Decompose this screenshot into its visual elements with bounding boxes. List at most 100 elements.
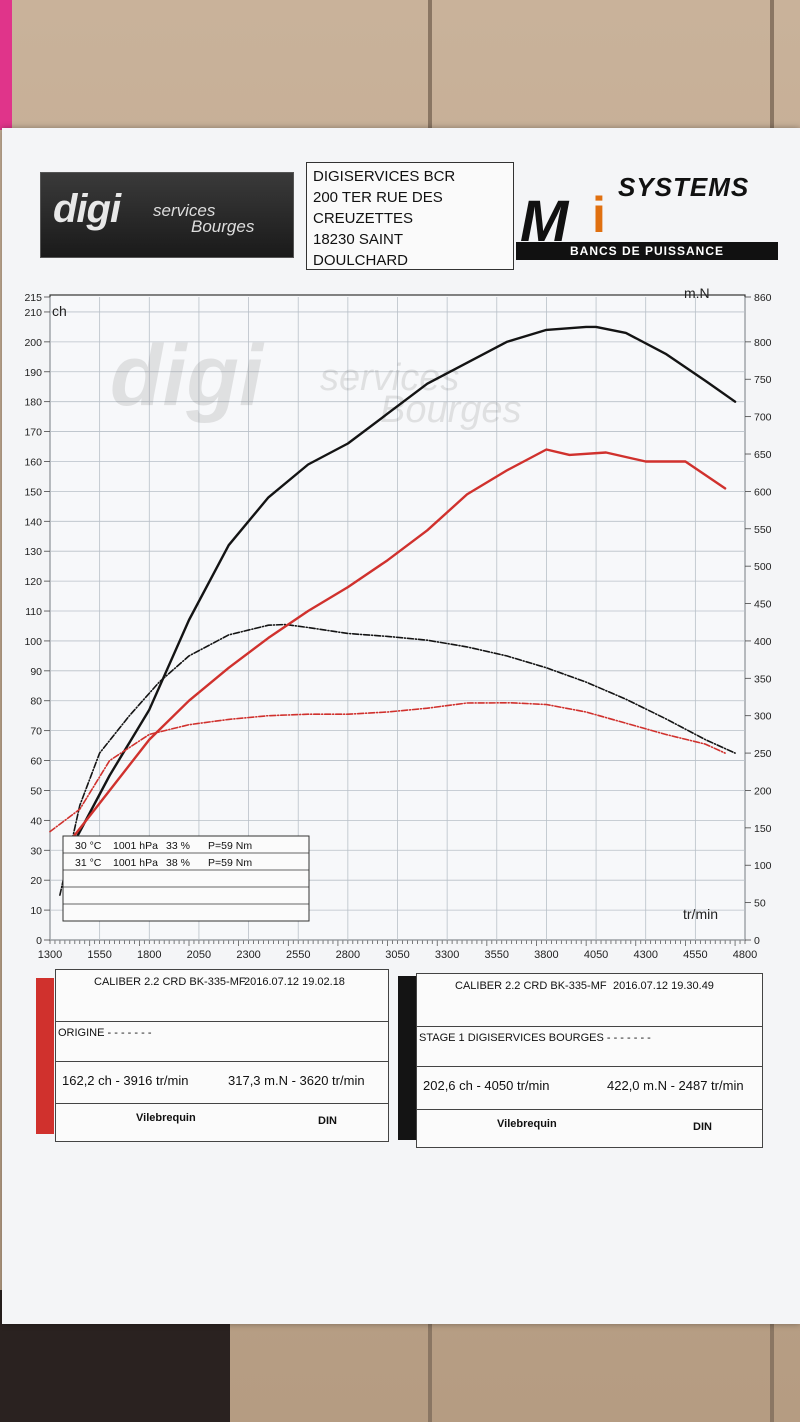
- y-right-tick-label: 500: [754, 561, 772, 573]
- logo-systems: SYSTEMS: [618, 172, 750, 202]
- y-left-tick-label: 140: [24, 516, 42, 528]
- card-torque: 317,3 m.N - 3620 tr/min: [228, 1072, 365, 1088]
- y-left-tick-label: 170: [24, 427, 42, 439]
- card-foot-right: DIN: [318, 1115, 337, 1128]
- card-datetime: 2016.07.12 19.30.49: [613, 980, 714, 992]
- series-power-red: [68, 448, 727, 843]
- conditions-cell: 31 °C: [75, 857, 102, 869]
- series-torque-red: [49, 702, 726, 833]
- y-right-axis-label: m.N: [684, 285, 710, 301]
- y-left-tick-label: 70: [30, 726, 42, 738]
- logo-word: digi: [53, 187, 121, 231]
- address-line: 200 TER RUE DES: [313, 189, 443, 206]
- x-tick-label: 1550: [87, 949, 111, 961]
- logo-i: i: [592, 187, 606, 243]
- card-torque: 422,0 m.N - 2487 tr/min: [607, 1077, 744, 1093]
- card-foot-left: Vilebrequin: [497, 1117, 557, 1130]
- card-divider: [56, 1021, 388, 1023]
- conditions-cell: 33 %: [166, 840, 190, 852]
- y-left-tick-label: 80: [30, 696, 42, 708]
- y-right-tick-label: 150: [754, 823, 772, 835]
- y-left-tick-label: 180: [24, 397, 42, 409]
- digiservices-logo: digi services Bourges: [40, 172, 294, 258]
- x-tick-label: 3550: [485, 949, 509, 961]
- y-left-tick-label: 100: [24, 636, 42, 648]
- address-line: 18230 SAINT: [313, 231, 404, 248]
- y-right-tick-label: 600: [754, 486, 772, 498]
- y-left-axis-label: ch: [52, 303, 67, 319]
- y-left-tick-label: 160: [24, 456, 42, 468]
- x-tick-label: 4800: [733, 949, 757, 961]
- y-left-tick-label: 110: [25, 606, 42, 618]
- card-config: ORIGINE - - - - - - -: [58, 1027, 152, 1040]
- y-left-tick-label: 20: [30, 875, 42, 887]
- watermark-line2: Bourges: [380, 389, 522, 431]
- card-power: 202,6 ch - 4050 tr/min: [423, 1077, 550, 1093]
- run-card: CALIBER 2.2 CRD BK-335-MF 2016.07.12 19.0…: [55, 969, 389, 1142]
- card-datetime: 2016.07.12 19.02.18: [244, 976, 345, 988]
- card-vehicle: CALIBER 2.2 CRD BK-335-MF: [94, 976, 246, 988]
- x-tick-label: 4550: [683, 949, 707, 961]
- y-left-tick-label: 50: [30, 785, 42, 797]
- x-tick-label: 4050: [584, 949, 608, 961]
- x-axis-label: tr/min: [683, 906, 718, 922]
- x-tick-label: 3800: [534, 949, 558, 961]
- card-divider: [56, 1103, 388, 1105]
- x-tick-label: 2300: [236, 949, 260, 961]
- y-left-tick-label: 0: [36, 935, 42, 947]
- card-divider: [417, 1065, 762, 1067]
- card-divider: [417, 1025, 762, 1027]
- conditions-cell: 30 °C: [75, 840, 102, 852]
- y-left-tick-label: 120: [24, 576, 42, 588]
- x-tick-label: 3050: [385, 949, 409, 961]
- y-left-tick-label: 215: [24, 292, 42, 304]
- y-right-tick-label: 400: [754, 636, 772, 648]
- run-color-bar: [398, 976, 416, 1140]
- y-left-tick-label: 40: [30, 815, 42, 827]
- card-config: STAGE 1 DIGISERVICES BOURGES - - - - - -…: [419, 1031, 651, 1044]
- y-left-tick-label: 10: [30, 905, 42, 917]
- y-left-tick-label: 190: [24, 367, 42, 379]
- y-right-tick-label: 700: [754, 412, 772, 424]
- logo-tagline: BANCS DE PUISSANCE: [516, 242, 778, 260]
- x-tick-label: 2050: [187, 949, 211, 961]
- x-tick-label: 2800: [336, 949, 360, 961]
- y-right-tick-label: 450: [754, 599, 772, 611]
- y-right-tick-label: 100: [754, 860, 772, 872]
- series-power-black: [68, 325, 737, 852]
- x-tick-label: 1800: [137, 949, 161, 961]
- x-tick-label: 3300: [435, 949, 459, 961]
- y-left-tick-label: 150: [24, 486, 42, 498]
- y-right-tick-label: 250: [754, 748, 772, 760]
- card-power: 162,2 ch - 3916 tr/min: [62, 1072, 189, 1088]
- y-left-tick-label: 90: [30, 666, 42, 678]
- address-block: DIGISERVICES BCR 200 TER RUE DES CREUZET…: [306, 162, 514, 270]
- y-left-tick-label: 210: [24, 307, 42, 319]
- conditions-cell: 1001 hPa: [113, 840, 158, 852]
- y-right-tick-label: 300: [754, 711, 772, 723]
- y-right-tick-label: 550: [754, 524, 772, 536]
- pink-object: [0, 0, 12, 130]
- run-card: CALIBER 2.2 CRD BK-335-MF 2016.07.12 19.3…: [416, 973, 763, 1148]
- card-foot-right: DIN: [693, 1120, 712, 1133]
- card-divider: [56, 1060, 388, 1062]
- y-right-tick-label: 860: [754, 292, 772, 304]
- address-line: DOULCHARD: [313, 252, 409, 269]
- y-left-tick-label: 30: [30, 845, 42, 857]
- x-tick-label: 2550: [286, 949, 310, 961]
- conditions-table: 30 °C 1001 hPa 33 % P=59 Nm 31 °C 1001 hPa 38 …: [62, 835, 310, 922]
- y-left-tick-label: 200: [24, 337, 42, 349]
- y-right-tick-label: 200: [754, 785, 772, 797]
- card-foot-left: Vilebrequin: [136, 1112, 196, 1125]
- conditions-cell: 38 %: [166, 857, 190, 869]
- y-right-tick-label: 50: [754, 898, 766, 910]
- misystems-logo: M i SYSTEMS BANCS DE PUISSANCE: [516, 168, 778, 264]
- x-tick-label: 1300: [38, 949, 62, 961]
- y-right-tick-label: 800: [754, 337, 772, 349]
- y-right-tick-label: 350: [754, 673, 772, 685]
- run-color-bar: [36, 978, 54, 1134]
- conditions-box: [62, 835, 310, 922]
- address-line: CREUZETTES: [313, 210, 414, 227]
- y-right-tick-label: 0: [754, 935, 760, 947]
- x-tick-label: 4300: [633, 949, 657, 961]
